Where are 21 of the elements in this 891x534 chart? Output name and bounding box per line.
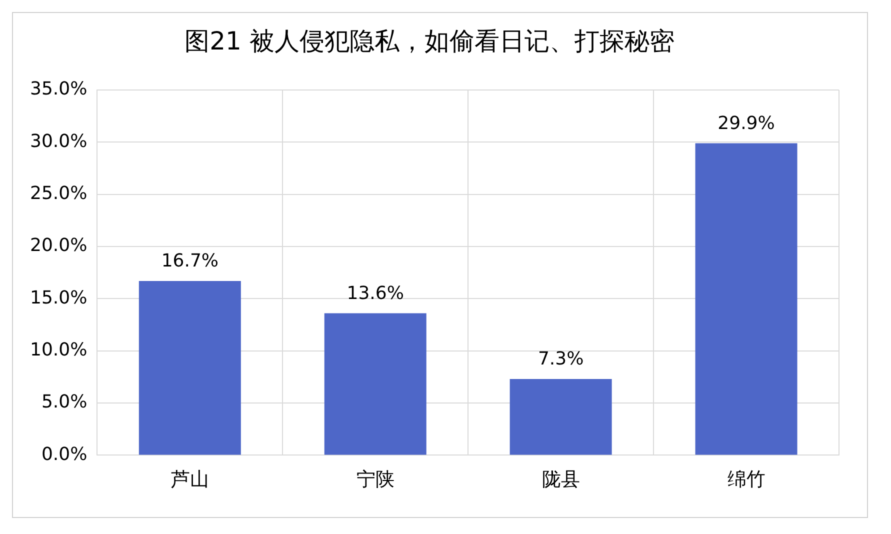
- bar: [510, 379, 612, 455]
- bar: [695, 143, 798, 455]
- chart-title: 图21 被人侵犯隐私，如偷看日记、打探秘密: [184, 26, 674, 56]
- x-tick-label: 芦山: [170, 468, 209, 491]
- data-label: 7.3%: [538, 348, 584, 370]
- x-tick-label: 陇县: [542, 468, 580, 491]
- bar: [138, 280, 241, 455]
- data-label: 16.7%: [161, 250, 219, 272]
- y-tick-label: 5.0%: [41, 392, 88, 413]
- y-tick-label: 15.0%: [30, 287, 88, 308]
- y-tick-label: 30.0%: [30, 130, 88, 152]
- data-label: 13.6%: [346, 282, 404, 304]
- y-tick-label: 25.0%: [30, 183, 88, 204]
- y-tick-label: 0.0%: [41, 444, 88, 465]
- x-tick-label: 宁陕: [356, 468, 394, 491]
- y-tick-label: 20.0%: [30, 235, 88, 256]
- y-tick-label: 35.0%: [30, 78, 88, 100]
- bar: [324, 313, 426, 455]
- x-tick-label: 绵竹: [727, 468, 766, 491]
- data-label: 29.9%: [718, 112, 775, 134]
- y-tick-label: 10.0%: [30, 340, 88, 361]
